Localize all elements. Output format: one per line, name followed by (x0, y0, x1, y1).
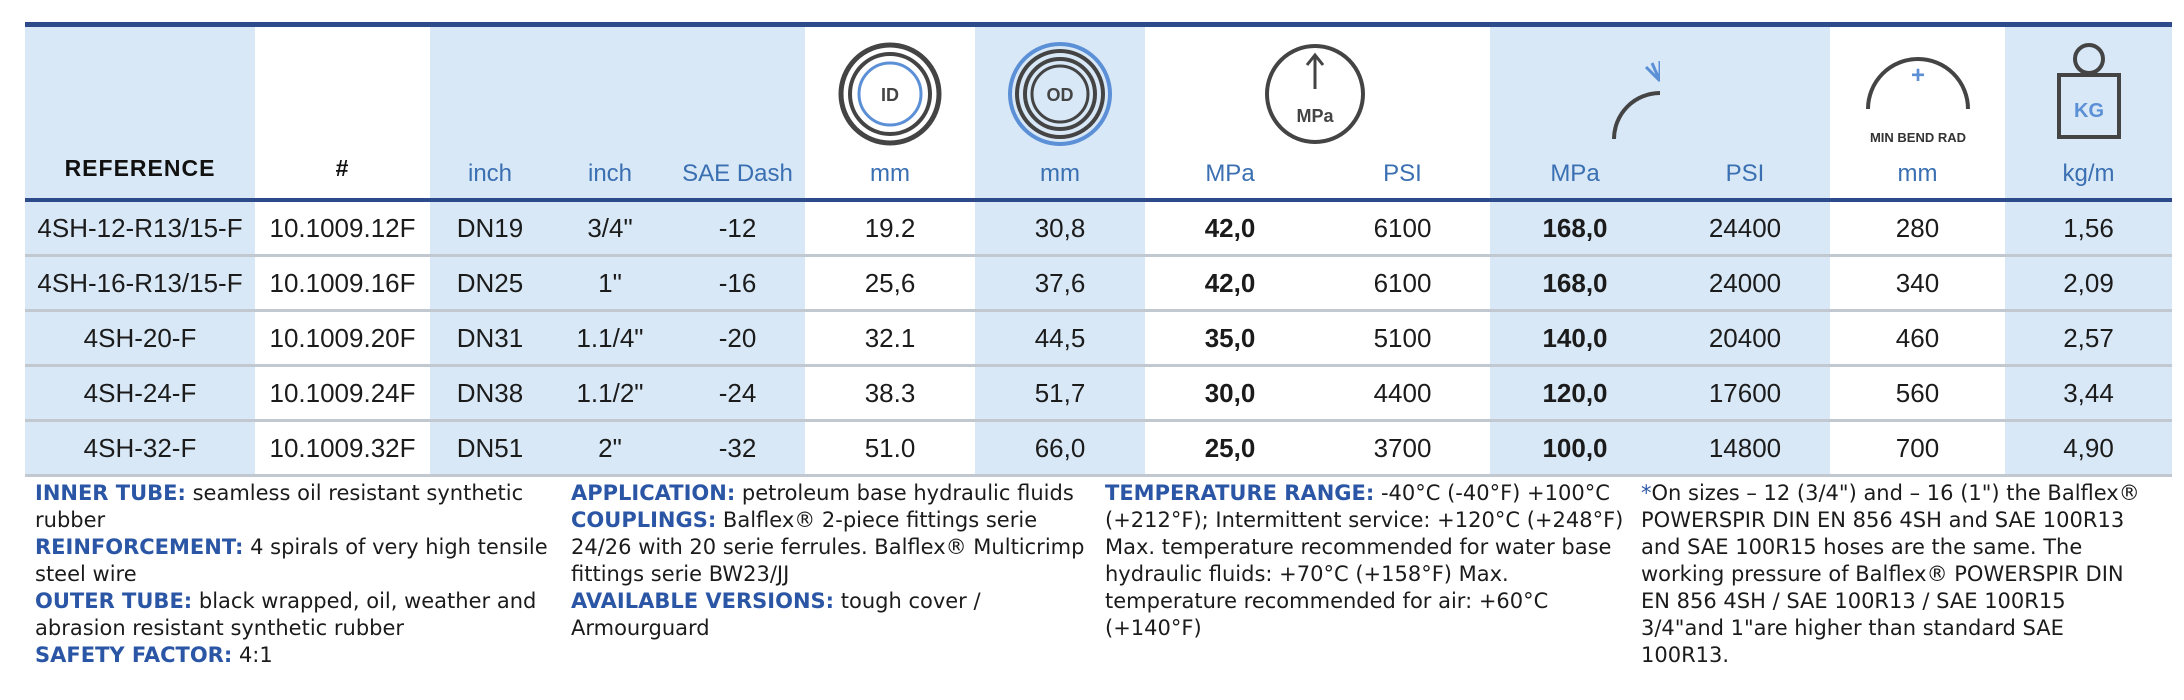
table-row: 4SH-12-R13/15-F 10.1009.12F DN19 3/4" -1… (25, 202, 2172, 257)
svg-text:KG: KG (2074, 100, 2104, 122)
notes-footnote: *On sizes – 12 (3/4") and – 16 (1") the … (1641, 481, 2140, 667)
header-inch: inch (550, 27, 670, 198)
svg-text:+: + (1910, 62, 1924, 89)
spec-table: REFERENCE # inch inch SAE Dash ID mm (25, 22, 2172, 477)
header-inner-diameter: ID mm (805, 27, 975, 198)
header-working-pressure-mpa: MPa MPa (1145, 27, 1365, 198)
svg-text:OD: OD (1047, 85, 1074, 105)
table-row: 4SH-20-F 10.1009.20F DN31 1.1/4" -20 32.… (25, 310, 2172, 367)
table-row: 4SH-16-R13/15-F 10.1009.16F DN25 1" -16 … (25, 255, 2172, 312)
header-sae-dash: SAE Dash (670, 27, 805, 198)
inner-diameter-icon: ID (838, 42, 942, 146)
header-working-pressure-psi: PSI (1383, 160, 1422, 187)
notes-application: APPLICATION: petroleum base hydraulic fl… (571, 481, 1085, 640)
header-burst-pressure-psi: PSI (1660, 27, 1830, 198)
header-min-bend-radius: + MIN BEND RAD mm (1830, 27, 2005, 198)
table-header-row: REFERENCE # inch inch SAE Dash ID mm (25, 27, 2172, 198)
table-row: 4SH-32-F 10.1009.32F DN51 2" -32 51.0 66… (25, 420, 2172, 477)
header-reference: REFERENCE (25, 27, 255, 198)
svg-text:MPa: MPa (1296, 106, 1334, 126)
notes-temperature: TEMPERATURE RANGE: -40°C (-40°F) +100°C … (1105, 481, 1624, 640)
svg-text:ID: ID (881, 85, 899, 105)
notes-materials: INNER TUBE: seamless oil resistant synth… (35, 481, 548, 667)
weight-icon: KG (2056, 43, 2121, 139)
spec-table-container: REFERENCE # inch inch SAE Dash ID mm (25, 22, 2172, 477)
working-pressure-icon: MPa (1265, 44, 1365, 144)
header-weight: KG kg/m (2005, 27, 2172, 198)
header-outer-diameter: OD mm (975, 27, 1145, 198)
header-dn: inch (430, 27, 550, 198)
table-row: 4SH-24-F 10.1009.24F DN38 1.1/2" -24 38.… (25, 365, 2172, 422)
min-bend-radius-icon: + MIN BEND RAD (1865, 57, 1970, 145)
svg-text:MIN BEND RAD: MIN BEND RAD (1869, 130, 1965, 145)
header-part-number: # (335, 155, 350, 181)
header-burst-pressure-mpa: MPa (1490, 27, 1708, 198)
outer-diameter-icon: OD (1008, 42, 1112, 146)
